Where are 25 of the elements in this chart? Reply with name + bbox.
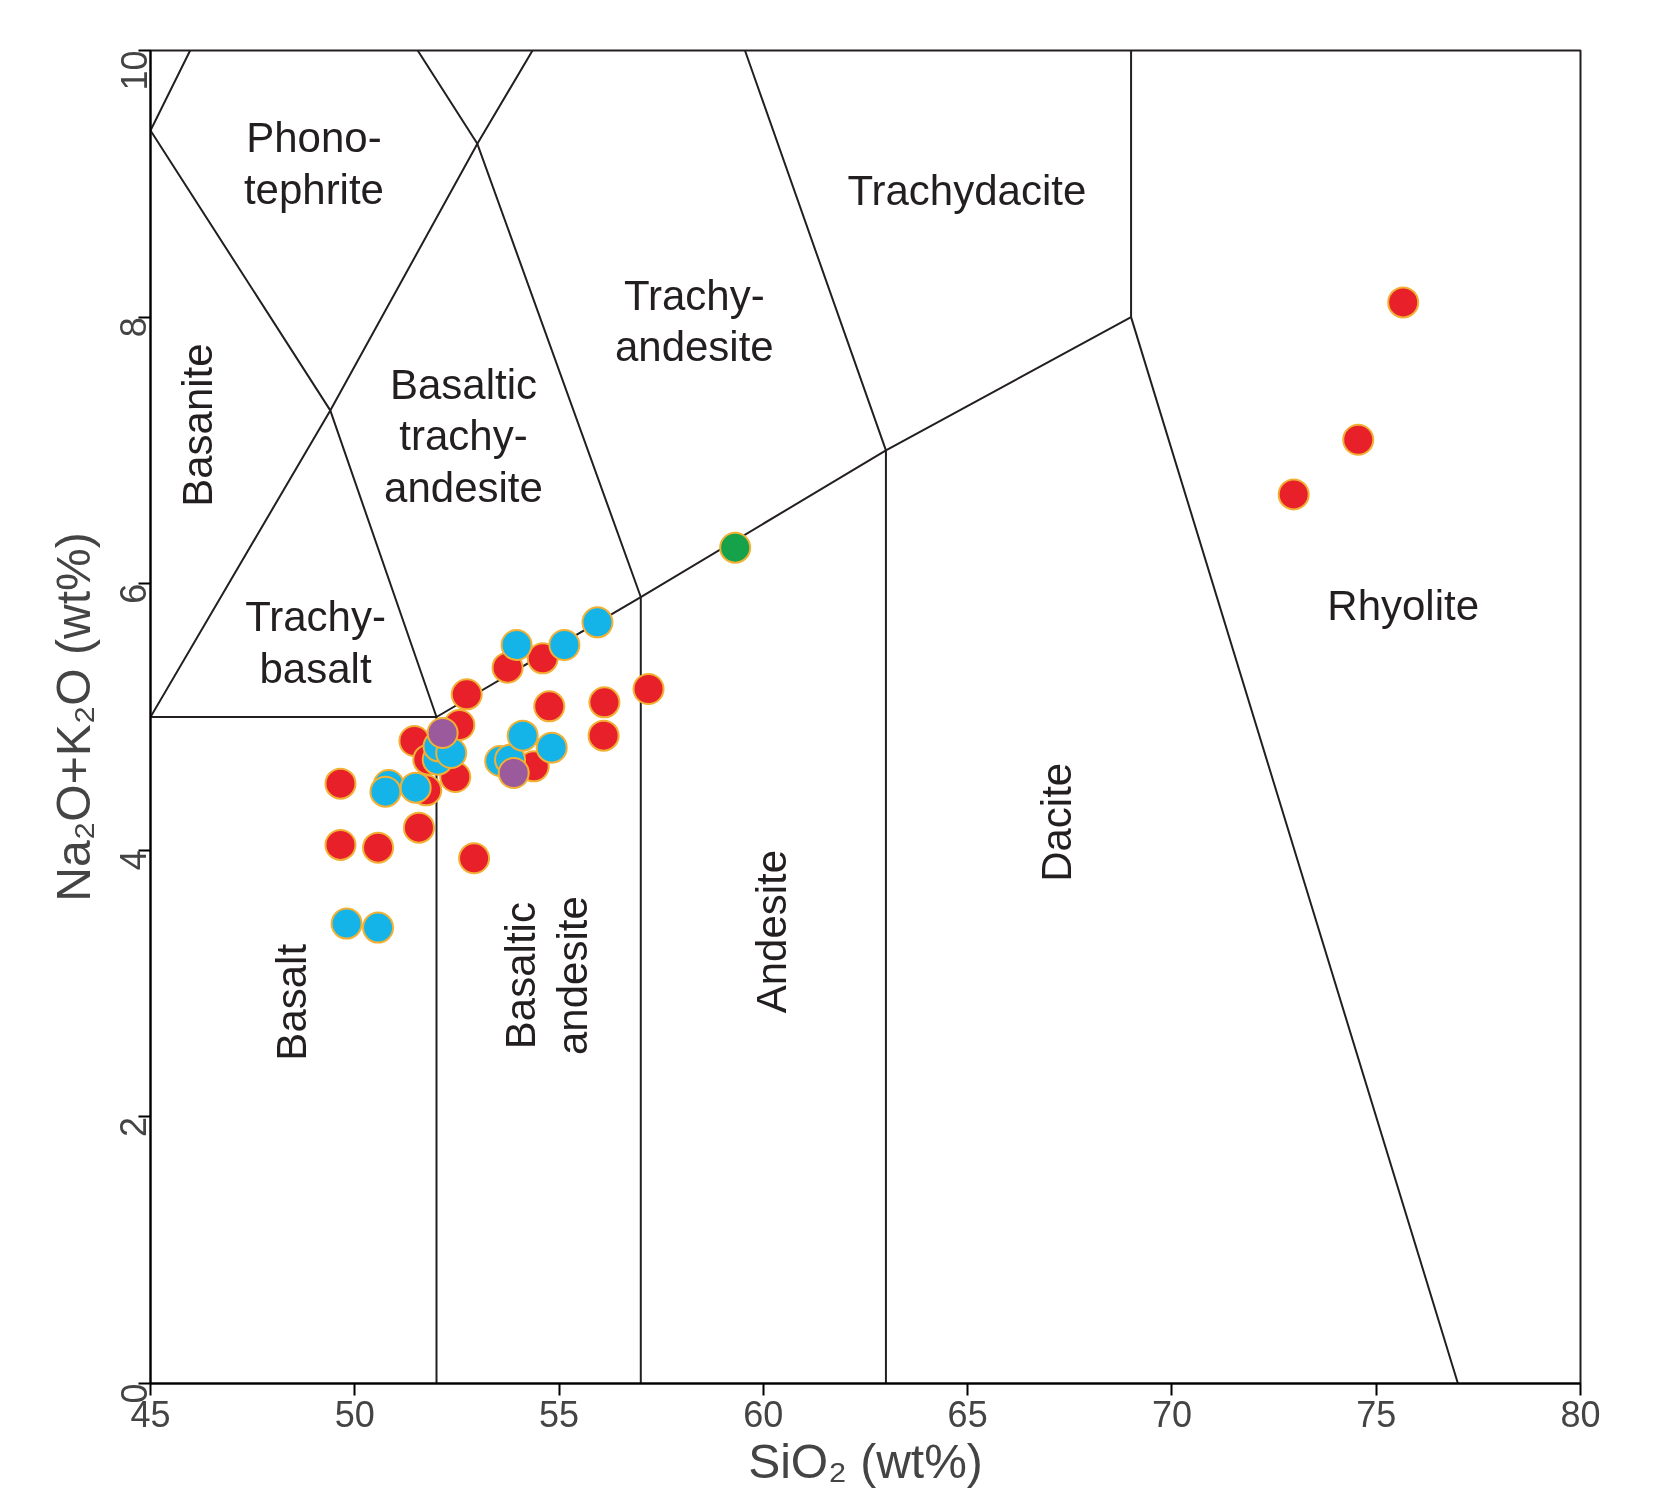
y-tick-label: 2: [113, 1116, 155, 1137]
y-tick-label: 10: [113, 50, 155, 91]
x-tick-label: 60: [743, 1393, 784, 1435]
y-tick-label: 8: [113, 317, 155, 338]
x-tick-label: 75: [1356, 1393, 1397, 1435]
annotation: Basaltic andesite: [497, 896, 597, 1055]
x-tick-label: 65: [947, 1393, 988, 1435]
annotation: Phono- tephrite: [243, 114, 384, 214]
annotation: Trachydacite: [847, 166, 1087, 214]
annotation: Rhyolite: [1327, 581, 1480, 629]
x-tick-label: 50: [334, 1393, 375, 1435]
annotation: Andesite: [748, 849, 796, 1014]
x-tick-label: 55: [539, 1393, 580, 1435]
x-tick-label: 80: [1560, 1393, 1601, 1435]
y-axis-title: Na₂O+K₂O (wt%): [46, 532, 100, 902]
annotation: Dacite: [1033, 762, 1081, 882]
annotation: Trachy- basalt: [245, 593, 386, 692]
y-tick-label: 4: [113, 850, 155, 871]
x-axis-title: SiO₂ (wt%): [748, 1434, 983, 1488]
annotation: Basaltic trachy- andesite: [384, 360, 543, 511]
x-tick-label: 70: [1151, 1393, 1192, 1435]
annotation: Trachy- andesite: [614, 271, 774, 371]
annotation: Basanite: [173, 343, 221, 507]
y-tick-label: 6: [113, 583, 155, 604]
annotation: Basalt: [267, 943, 315, 1061]
